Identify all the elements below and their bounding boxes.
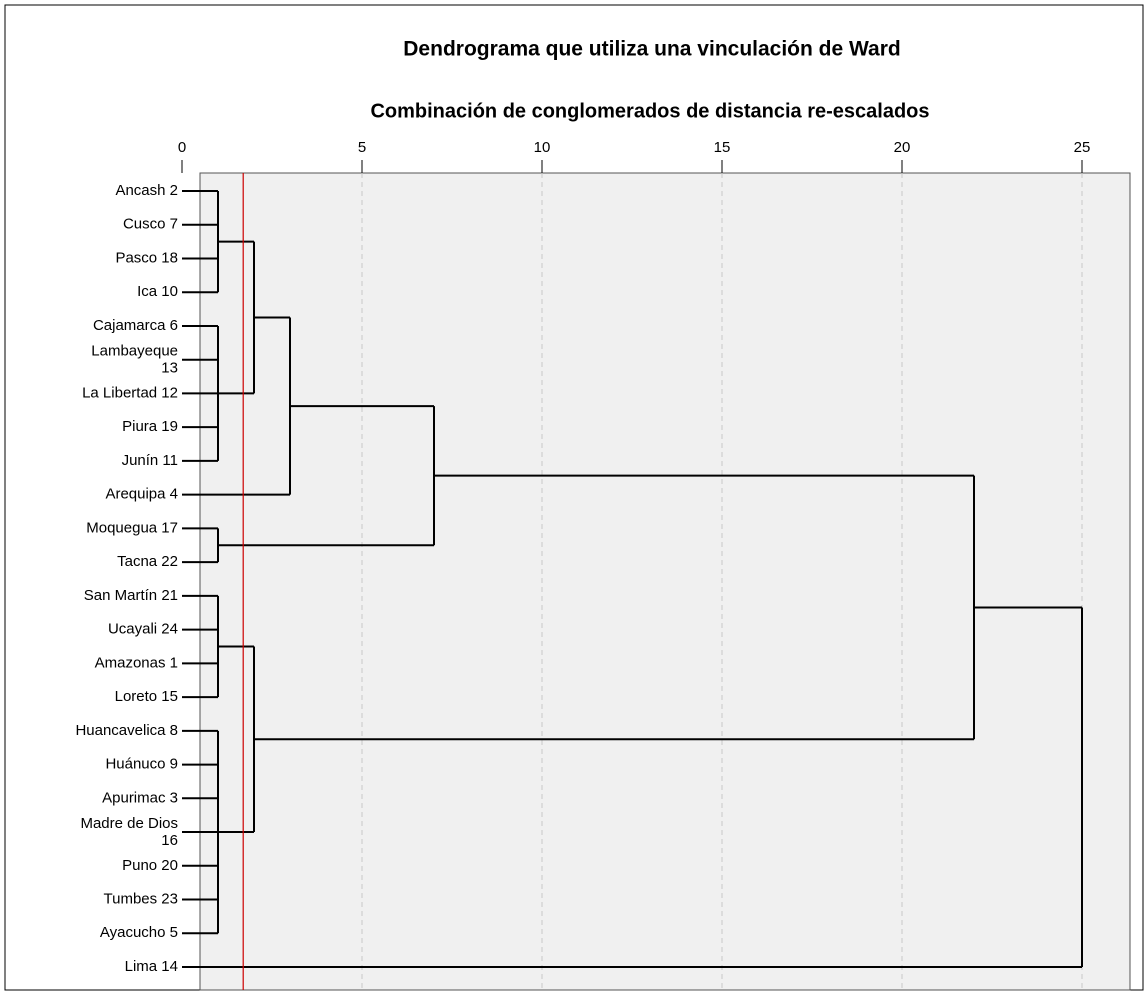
leaf-label: San Martín 21: [84, 587, 178, 604]
leaf-label: Ucayali 24: [108, 621, 178, 638]
leaf-label: Moquegua 17: [86, 519, 178, 536]
x-tick-label: 15: [714, 139, 731, 156]
leaf-label: Apurimac 3: [102, 789, 178, 806]
leaf-label: Tumbes 23: [104, 890, 178, 907]
leaf-label: Junín 11: [122, 452, 178, 469]
leaf-label: Cusco 7: [123, 216, 178, 233]
leaf-label: Tacna 22: [117, 553, 178, 570]
x-tick-label: 25: [1074, 139, 1091, 156]
x-tick-label: 20: [894, 139, 911, 156]
leaf-label: Madre de Dios 16: [80, 815, 178, 849]
leaf-label: Piura 19: [122, 418, 178, 435]
plot-area: [199, 172, 1131, 991]
x-tick-label: 5: [358, 139, 366, 156]
leaf-label: Pasco 18: [115, 249, 178, 266]
x-tick-label: 10: [534, 139, 551, 156]
leaf-label: Lambayeque 13: [91, 343, 178, 377]
leaf-label: Cajamarca 6: [93, 317, 178, 334]
leaf-label: Ayacucho 5: [100, 924, 178, 941]
leaf-label: La Libertad 12: [82, 384, 178, 401]
leaf-label: Huancavelica 8: [75, 722, 178, 739]
x-tick-label: 0: [178, 139, 186, 156]
leaf-label: Huánuco 9: [105, 756, 178, 773]
leaf-label: Ancash 2: [115, 182, 178, 199]
leaf-label: Loreto 15: [115, 688, 178, 705]
leaf-label: Arequipa 4: [105, 486, 178, 503]
leaf-label: Amazonas 1: [95, 654, 178, 671]
leaf-label: Puno 20: [122, 857, 178, 874]
leaf-label: Ica 10: [137, 283, 178, 300]
chart-subtitle: Combinación de conglomerados de distanci…: [370, 100, 929, 122]
chart-title: Dendrograma que utiliza una vinculación …: [403, 38, 900, 61]
leaf-label: Lima 14: [125, 958, 178, 975]
